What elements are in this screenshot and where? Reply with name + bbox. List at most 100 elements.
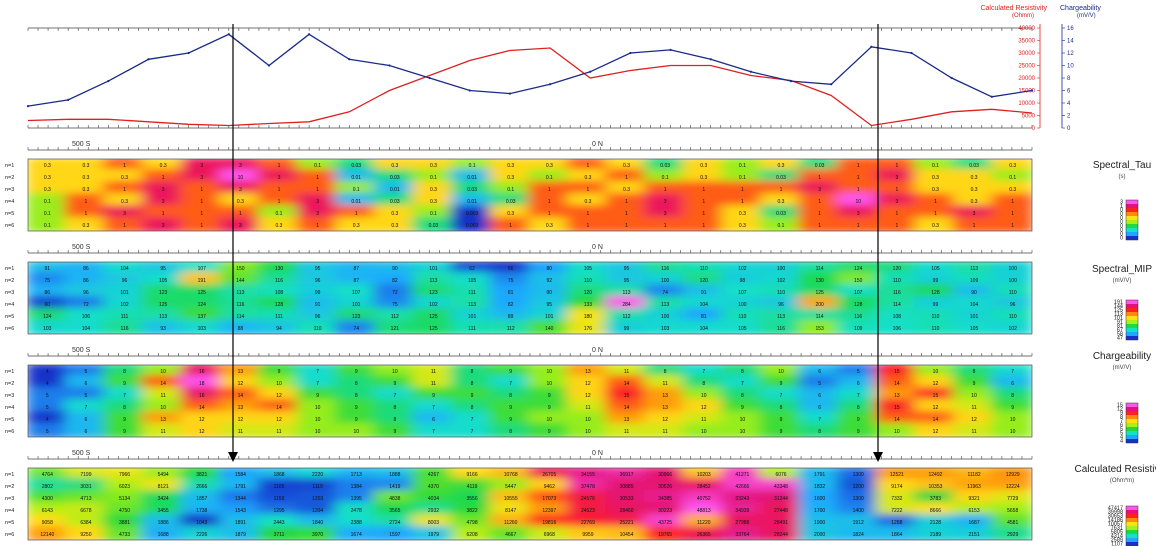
cell-value: 9 [355,405,358,411]
cell-value: 5447 [505,484,516,490]
colorbar-tick-label: 47 [1117,336,1123,342]
resistivity-axis-unit: (Ohmm) [1012,13,1034,19]
cell-value: 5 [46,393,49,399]
cell-value: 9 [123,381,126,387]
cell-value: 10353 [929,484,943,490]
cell-value: 96 [778,302,784,308]
colorbar-tick-label: 0 [1120,232,1123,238]
cell-value: 81 [508,290,514,296]
cell-value: 103 [198,326,207,332]
cell-value: 8 [471,369,474,375]
cell-value: 12 [662,417,668,423]
cell [28,526,69,540]
cell-value: 0.1 [430,211,437,217]
cell-value: 120 [584,290,593,296]
cell-value: 0.3 [507,163,514,169]
cell [566,217,610,231]
cell-value: 8 [123,405,126,411]
colorbar-tick-label: 1 [1120,204,1123,210]
chargeability-point [589,70,592,73]
cell-value: 0.1 [778,223,785,229]
cell [952,320,996,334]
cell-value: 0.03 [506,199,516,205]
cell-value: 1 [625,199,628,205]
cell-value: 0.03 [815,163,825,169]
cell-value: 3556 [467,496,478,502]
cell-value: 0.03 [390,175,400,181]
cell-value: 3 [239,163,242,169]
cell-value: 92 [547,278,553,284]
cell-value: 3970 [312,532,323,538]
chargeability-tick-label: 10 [1067,64,1074,70]
cell-value: 8 [393,405,396,411]
cell [836,320,880,334]
chargeability-point [1030,89,1034,92]
cell-value: 11 [663,381,668,387]
color-field-inner [28,468,1032,540]
cell-value: 0.01 [351,199,361,205]
cell-value: 1 [818,223,821,229]
cell-value: 12929 [1006,472,1020,478]
colorbar-tick-label: 1107 [1111,542,1123,546]
cell-value: 2802 [42,484,53,490]
colorbar-spectral-mip: Spectral_MIP (mV/V) 1911441251131019181675… [1092,264,1152,342]
chargeability-point [147,58,150,61]
cell [141,423,185,437]
row-label: n=5 [5,211,14,217]
colorbar-swatch [1126,220,1138,224]
cell-value: 105 [159,278,168,284]
cell-value: 1 [548,187,551,193]
cell-value: 1 [973,223,976,229]
cell-value: 1 [239,211,242,217]
cell-value: 4 [46,381,49,387]
cell-value: 9 [316,393,319,399]
cell-value: 3 [123,211,126,217]
cell [643,320,687,334]
cell-value: 6968 [544,532,555,538]
cell-value: 3 [973,211,976,217]
cell-value: 28244 [774,532,788,538]
colorbar-tick-label: 0 [1120,224,1123,230]
colorbar-swatch [1126,530,1138,534]
colorbar-swatch [1126,514,1138,518]
cell-value: 1 [857,163,860,169]
cell-value: 1 [123,163,126,169]
colorbar-tick-label: 6 [1120,423,1123,429]
cell-value: 1857 [196,496,207,502]
cell-value: 4733 [119,532,130,538]
cell [952,526,996,540]
cell [721,423,764,437]
cell-value: 1344 [235,496,246,502]
cell-value: 100 [1009,266,1018,272]
cell-value: 1 [857,175,860,181]
cell-value: 1 [200,199,203,205]
cell-value: 101 [352,302,361,308]
cell-value: 6208 [467,532,478,538]
row-label: n=3 [5,393,14,399]
cell-value: 7 [509,381,512,387]
cell-value: 14 [238,393,244,399]
cell [219,526,262,540]
section-spectral-mip: 500 S 0 N n=1 n=2 n=3 n=4 n=5 n=6 91 86 104 95 107 15… [5,244,1033,335]
colorbar-calculated-resistivity: Calculated Resistivity (Ohm*m) 47417399983… [1074,464,1156,546]
cell-value: 3 [239,223,242,229]
cell-value: 3822 [467,508,478,514]
cell [528,526,571,540]
cell-value: 1 [278,163,281,169]
cell-value: 0.03 [351,163,361,169]
cell-value: 10 [1010,417,1016,423]
cell-value: 1 [587,187,590,193]
cell-value: 7 [780,393,783,399]
chargeability-point [308,33,311,36]
cell-value: 1204 [312,508,323,514]
cell-value: 4267 [428,472,439,478]
cell-value: 113 [236,290,244,296]
cell-value: 0.3 [1009,187,1016,193]
cell-value: 104 [970,302,979,308]
row-label: n=6 [5,532,14,538]
cell-value: 2128 [930,520,941,526]
cell-value: 6 [818,369,821,375]
cell-value: 6076 [775,472,786,478]
colorbar-swatch [1126,204,1138,208]
cell-value: 105 [738,326,747,332]
